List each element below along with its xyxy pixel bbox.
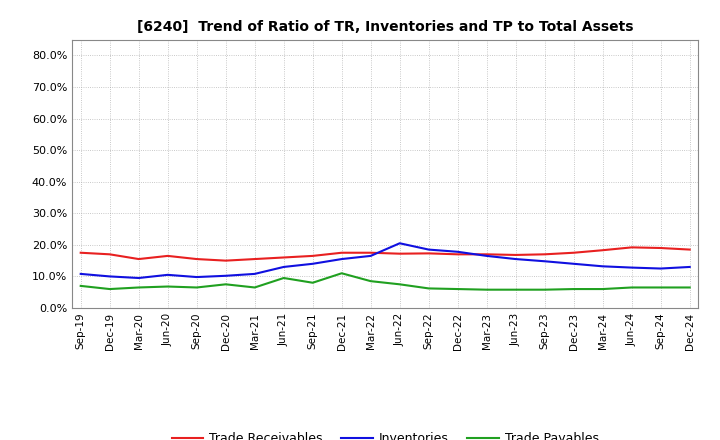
Inventories bbox=[221, 273, 230, 279]
Inventories bbox=[454, 249, 462, 254]
Trade Payables bbox=[657, 285, 665, 290]
Trade Receivables bbox=[135, 257, 143, 262]
Legend: Trade Receivables, Inventories, Trade Payables: Trade Receivables, Inventories, Trade Pa… bbox=[166, 427, 604, 440]
Line: Trade Payables: Trade Payables bbox=[81, 273, 690, 290]
Trade Receivables bbox=[192, 257, 201, 262]
Inventories bbox=[685, 264, 694, 270]
Inventories bbox=[192, 275, 201, 280]
Trade Payables bbox=[135, 285, 143, 290]
Trade Receivables bbox=[76, 250, 85, 255]
Inventories bbox=[76, 271, 85, 276]
Trade Payables bbox=[76, 283, 85, 289]
Trade Receivables bbox=[251, 257, 259, 262]
Trade Receivables bbox=[163, 253, 172, 259]
Inventories bbox=[482, 253, 491, 259]
Trade Receivables bbox=[482, 252, 491, 257]
Trade Payables bbox=[338, 271, 346, 276]
Trade Receivables bbox=[308, 253, 317, 259]
Trade Payables bbox=[251, 285, 259, 290]
Trade Receivables bbox=[598, 248, 607, 253]
Trade Payables bbox=[627, 285, 636, 290]
Trade Receivables bbox=[338, 250, 346, 255]
Trade Receivables bbox=[366, 250, 375, 255]
Inventories bbox=[598, 264, 607, 269]
Inventories bbox=[251, 271, 259, 276]
Trade Receivables bbox=[570, 250, 578, 255]
Inventories bbox=[338, 257, 346, 262]
Inventories bbox=[657, 266, 665, 271]
Trade Payables bbox=[424, 286, 433, 291]
Trade Receivables bbox=[454, 252, 462, 257]
Trade Payables bbox=[163, 284, 172, 289]
Inventories bbox=[541, 259, 549, 264]
Inventories bbox=[627, 265, 636, 270]
Trade Payables bbox=[570, 286, 578, 292]
Trade Payables bbox=[541, 287, 549, 292]
Trade Receivables bbox=[511, 252, 520, 257]
Trade Payables bbox=[511, 287, 520, 292]
Trade Payables bbox=[395, 282, 404, 287]
Title: [6240]  Trend of Ratio of TR, Inventories and TP to Total Assets: [6240] Trend of Ratio of TR, Inventories… bbox=[137, 20, 634, 34]
Inventories bbox=[163, 272, 172, 278]
Line: Trade Receivables: Trade Receivables bbox=[81, 247, 690, 260]
Trade Payables bbox=[105, 286, 114, 292]
Inventories bbox=[279, 264, 288, 270]
Trade Receivables bbox=[279, 255, 288, 260]
Trade Receivables bbox=[541, 252, 549, 257]
Inventories bbox=[570, 261, 578, 267]
Trade Receivables bbox=[627, 245, 636, 250]
Trade Payables bbox=[192, 285, 201, 290]
Trade Receivables bbox=[424, 251, 433, 256]
Trade Payables bbox=[221, 282, 230, 287]
Trade Receivables bbox=[657, 246, 665, 251]
Inventories bbox=[308, 261, 317, 267]
Inventories bbox=[424, 247, 433, 252]
Line: Inventories: Inventories bbox=[81, 243, 690, 278]
Trade Payables bbox=[685, 285, 694, 290]
Trade Payables bbox=[598, 286, 607, 292]
Inventories bbox=[511, 257, 520, 262]
Trade Payables bbox=[308, 280, 317, 286]
Trade Payables bbox=[482, 287, 491, 292]
Inventories bbox=[366, 253, 375, 259]
Trade Payables bbox=[366, 279, 375, 284]
Trade Receivables bbox=[105, 252, 114, 257]
Inventories bbox=[135, 275, 143, 281]
Trade Payables bbox=[454, 286, 462, 292]
Trade Receivables bbox=[685, 247, 694, 252]
Inventories bbox=[395, 241, 404, 246]
Trade Receivables bbox=[395, 251, 404, 257]
Trade Payables bbox=[279, 275, 288, 281]
Trade Receivables bbox=[221, 258, 230, 263]
Inventories bbox=[105, 274, 114, 279]
